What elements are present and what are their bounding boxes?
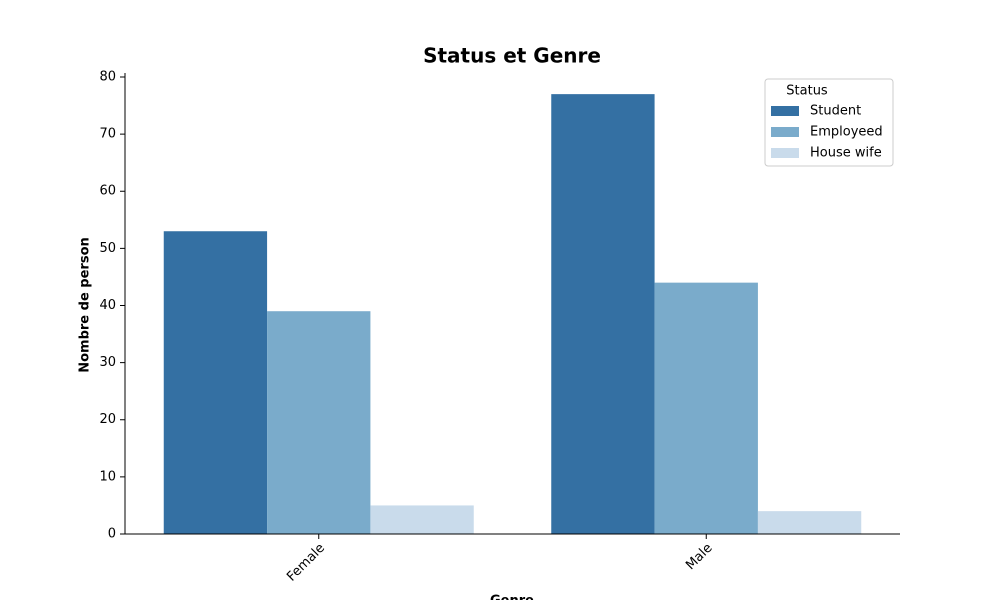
legend-swatch xyxy=(771,127,799,137)
bar xyxy=(757,511,862,534)
legend-label: House wife xyxy=(810,146,882,161)
y-tick-label: 0 xyxy=(108,527,116,542)
bar xyxy=(551,94,655,535)
y-tick-label: 30 xyxy=(99,355,116,370)
y-tick-label: 40 xyxy=(99,298,116,313)
x-axis-label: Genre xyxy=(490,594,534,600)
legend-swatch xyxy=(771,106,799,116)
legend-label: Employeed xyxy=(810,125,883,140)
x-tick-label: Female xyxy=(284,541,328,585)
bar xyxy=(163,231,268,534)
bar xyxy=(267,311,371,534)
bar xyxy=(654,282,758,534)
bar xyxy=(370,505,474,534)
legend-title: Status xyxy=(786,84,828,99)
y-tick-label: 80 xyxy=(99,69,116,84)
y-tick-label: 70 xyxy=(99,127,116,142)
legend-swatch xyxy=(771,148,799,158)
y-axis-label: Nombre de person xyxy=(78,237,93,373)
y-tick-label: 10 xyxy=(99,469,116,484)
x-tick-label: Male xyxy=(683,541,715,573)
chart-title: Status et Genre xyxy=(423,44,601,68)
legend-box xyxy=(764,78,894,167)
y-tick-label: 50 xyxy=(99,241,116,256)
legend-label: Student xyxy=(810,104,861,119)
y-tick-label: 20 xyxy=(99,412,116,427)
y-tick-label: 60 xyxy=(99,184,116,199)
